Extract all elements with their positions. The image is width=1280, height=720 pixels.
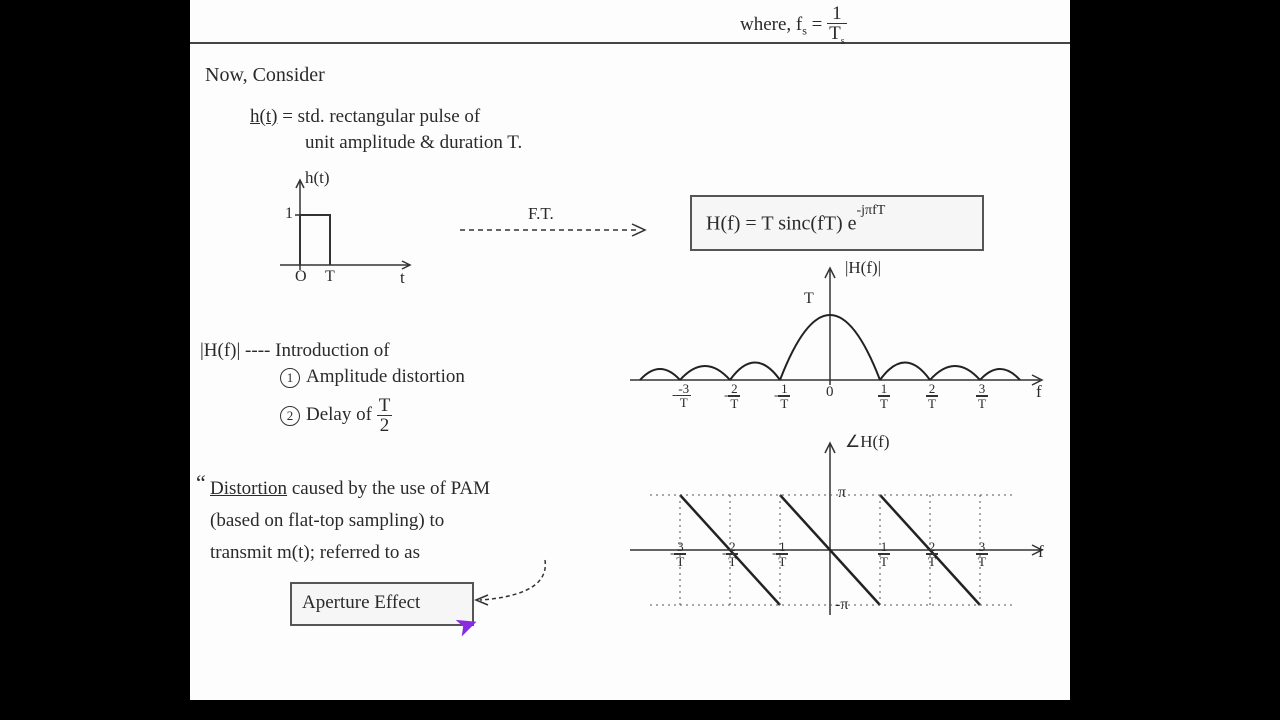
phase-mpi: -π [835,596,848,614]
ph-t3: 3T [976,540,988,568]
ph-t-2: -2T [722,540,738,568]
t: t [400,268,405,288]
phase-f: f [1038,542,1044,562]
sinc-t-2: -2T [724,382,740,410]
sinc-f: f [1036,382,1042,402]
quote-l3: transmit m(t); referred to as [210,542,420,564]
quote-l2: (based on flat-top sampling) to [210,510,444,532]
intro-l2: 1Amplitude distortion [280,366,465,388]
sinc-ylabel: |H(f)| [845,258,881,278]
phase-pi: π [838,484,846,502]
phase-ylabel: ∠H(f) [845,432,890,452]
page: where, fs = 1Ts Now, Consider h(t) = std… [190,0,1070,700]
aperture-box: Aperture Effect [290,582,474,626]
T: T [325,268,335,286]
quote-l1: Distortion caused by the use of PAM [210,478,490,500]
now-consider: Now, Consider [205,64,325,87]
sinc-t1: 1T [878,382,890,410]
sinc-t-3: --3T [672,382,691,409]
where-text: where, fs = 1Ts [740,4,847,47]
ph-t1: 1T [878,540,890,568]
ph-t-1: -1T [772,540,788,568]
intro-l1: |H(f)| ---- Introduction of [200,340,390,362]
intro-l3: 2Delay of T2 [280,396,392,435]
formula-text: H(f) = T sinc(fT) e-jπfT [706,211,996,236]
ht-ylabel: h(t) [305,168,330,188]
origin: O [295,268,307,286]
sinc-t0: 0 [826,384,834,401]
quote-mark: “ [196,470,206,496]
sinc-t2: 2T [926,382,938,410]
ht-lhs: h(t) = std. rectangular pulse of [250,106,480,128]
ft-arrow [460,220,660,240]
aperture-arrow [470,555,560,610]
divider [190,42,1070,44]
ph-t2: 2T [926,540,938,568]
one: 1 [285,205,293,223]
formula-box: H(f) = T sinc(fT) e-jπfT [690,195,984,251]
sinc-peak: T [804,290,814,308]
sinc-t-1: -1T [774,382,790,410]
ht-rhs2: unit amplitude & duration T. [305,132,522,154]
sinc-t3: 3T [976,382,988,410]
ph-t-3: -3T [670,540,686,568]
